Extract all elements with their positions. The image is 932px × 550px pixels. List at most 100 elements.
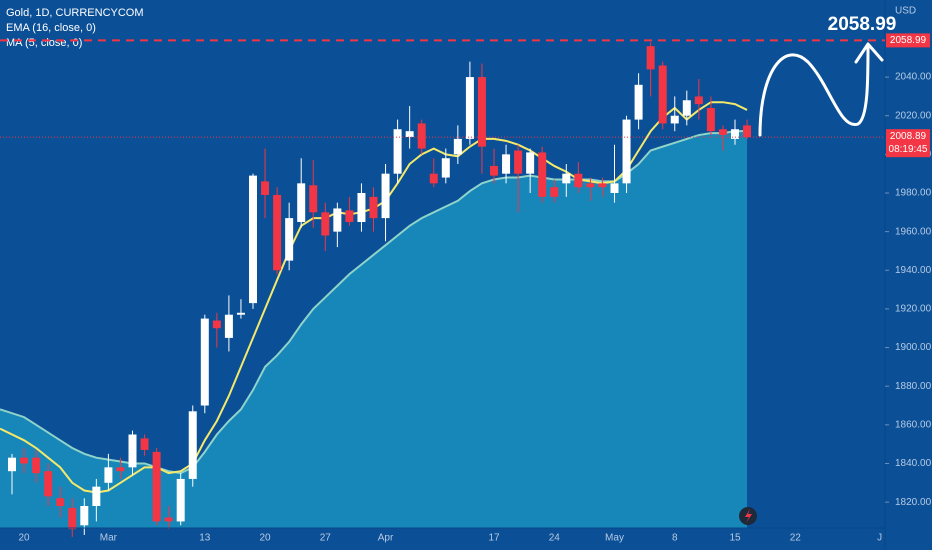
candle-body <box>562 173 571 184</box>
candle-body <box>658 65 667 124</box>
candle-body <box>261 181 270 195</box>
candle-body <box>224 314 233 338</box>
candle-body <box>176 478 185 522</box>
x-tick-label: 20 <box>18 533 30 544</box>
candle-body <box>646 46 655 70</box>
x-tick-label: 8 <box>672 533 678 544</box>
candle-body <box>297 183 306 222</box>
candle-body <box>200 318 209 406</box>
candle-body <box>682 100 691 116</box>
candle-body <box>236 312 245 315</box>
candle-body <box>321 212 330 236</box>
candle-body <box>477 77 486 147</box>
candle-body <box>706 107 715 132</box>
candle-body <box>249 175 257 304</box>
countdown-label: 08:19:45 <box>889 144 928 155</box>
x-tick-label: 22 <box>790 533 802 544</box>
y-tick-label: 1820.00 <box>895 497 932 508</box>
plot-area <box>0 42 752 537</box>
candle-body <box>285 218 294 261</box>
candle-body <box>586 183 595 188</box>
x-tick-label: 20 <box>259 533 271 544</box>
candle-body <box>610 183 619 194</box>
x-tick-label: Mar <box>100 533 118 544</box>
x-tick-label: May <box>605 533 624 544</box>
event-icon-bolt <box>745 509 752 523</box>
candle-body <box>140 438 149 450</box>
candle-body <box>357 193 366 222</box>
candle-body <box>8 457 16 472</box>
y-tick-label: 2020.00 <box>895 110 932 121</box>
x-tick-label: Apr <box>378 533 394 544</box>
y-tick-label: 1940.00 <box>895 265 932 276</box>
candle-body <box>598 183 607 188</box>
target-price-label: 2058.99 <box>890 35 927 46</box>
target-annotation: 2058.99 <box>828 14 897 35</box>
candle-body <box>731 129 739 139</box>
candle-body <box>68 507 77 530</box>
candle-body <box>405 131 414 137</box>
candle-body <box>381 173 390 219</box>
candle-body <box>309 185 318 213</box>
x-tick-label: 17 <box>488 533 500 544</box>
candle-body <box>212 320 221 329</box>
y-tick-label: 1880.00 <box>895 381 932 392</box>
candle-body <box>44 471 53 497</box>
y-tick-label: 1860.00 <box>895 419 932 430</box>
chart-title: Gold, 1D, CURRENCYCOM <box>6 7 144 19</box>
candle-body <box>128 434 137 468</box>
candle-body <box>441 158 450 178</box>
candle-body <box>670 115 679 124</box>
y-tick-label: 2040.00 <box>895 72 932 83</box>
candle-body <box>273 194 282 271</box>
currency-label: USD <box>895 6 916 17</box>
last-price-box <box>886 129 930 158</box>
candle-body <box>116 467 125 472</box>
candle-body <box>152 451 161 522</box>
candle-body <box>538 152 547 197</box>
x-tick-label: 15 <box>729 533 741 544</box>
y-tick-label: 1920.00 <box>895 304 932 315</box>
candle-body <box>718 129 727 136</box>
candle-body <box>393 129 402 174</box>
arrow-head <box>854 42 884 64</box>
candle-body <box>526 152 535 174</box>
candle-body <box>164 517 173 522</box>
y-tick-label: 1840.00 <box>895 458 932 469</box>
candle-body <box>502 154 511 174</box>
x-tick-label: 24 <box>549 533 561 544</box>
candle-body <box>80 505 89 526</box>
y-tick-label: 1960.00 <box>895 226 932 237</box>
candle-body <box>32 457 41 474</box>
candle-body <box>743 125 752 138</box>
candle-body <box>92 486 101 506</box>
candle-body <box>453 138 462 155</box>
candle-body <box>429 173 438 184</box>
candle-body <box>574 173 583 188</box>
candle-body <box>333 208 342 232</box>
indicator-area <box>0 131 748 528</box>
candle-body <box>369 196 378 219</box>
x-tick-label: 13 <box>199 533 211 544</box>
candle-body <box>514 150 523 174</box>
candle-body <box>622 119 631 184</box>
candle-body <box>20 457 29 464</box>
x-tick-label: 27 <box>320 533 332 544</box>
candle-body <box>56 498 65 506</box>
candle-body <box>490 165 498 176</box>
candle-body <box>345 210 354 222</box>
candle-body <box>694 96 703 105</box>
candle-body <box>634 84 643 120</box>
candle-body <box>465 77 474 139</box>
drawn-arrow <box>758 44 870 137</box>
candle-body <box>417 123 426 149</box>
legend-entry: EMA (16, close, 0) <box>6 22 96 34</box>
candle-body <box>104 467 113 483</box>
y-tick-label: 1900.00 <box>895 342 932 353</box>
legend-entry: MA (5, close, 0) <box>6 37 82 49</box>
y-tick-label: 1980.00 <box>895 188 932 199</box>
last-price-label: 2008.89 <box>890 131 927 142</box>
x-tick-label: J <box>877 533 882 544</box>
